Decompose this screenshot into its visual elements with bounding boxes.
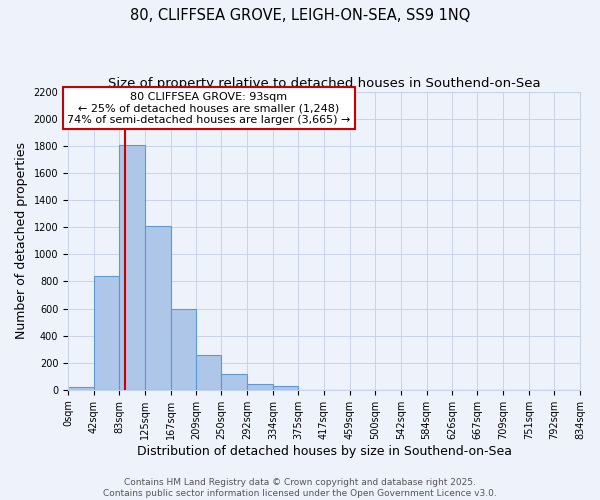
Title: Size of property relative to detached houses in Southend-on-Sea: Size of property relative to detached ho…: [108, 78, 541, 90]
Text: Contains HM Land Registry data © Crown copyright and database right 2025.
Contai: Contains HM Land Registry data © Crown c…: [103, 478, 497, 498]
X-axis label: Distribution of detached houses by size in Southend-on-Sea: Distribution of detached houses by size …: [137, 444, 512, 458]
Bar: [145, 226, 170, 390]
Bar: [94, 276, 119, 390]
Bar: [221, 374, 247, 390]
Text: 80 CLIFFSEA GROVE: 93sqm
← 25% of detached houses are smaller (1,248)
74% of sem: 80 CLIFFSEA GROVE: 93sqm ← 25% of detach…: [67, 92, 350, 125]
Bar: [273, 386, 298, 390]
Bar: [196, 356, 221, 390]
Bar: [170, 308, 196, 390]
Y-axis label: Number of detached properties: Number of detached properties: [15, 142, 28, 340]
Text: 80, CLIFFSEA GROVE, LEIGH-ON-SEA, SS9 1NQ: 80, CLIFFSEA GROVE, LEIGH-ON-SEA, SS9 1N…: [130, 8, 470, 22]
Bar: [119, 144, 145, 390]
Bar: [247, 384, 273, 390]
Bar: [68, 387, 94, 390]
